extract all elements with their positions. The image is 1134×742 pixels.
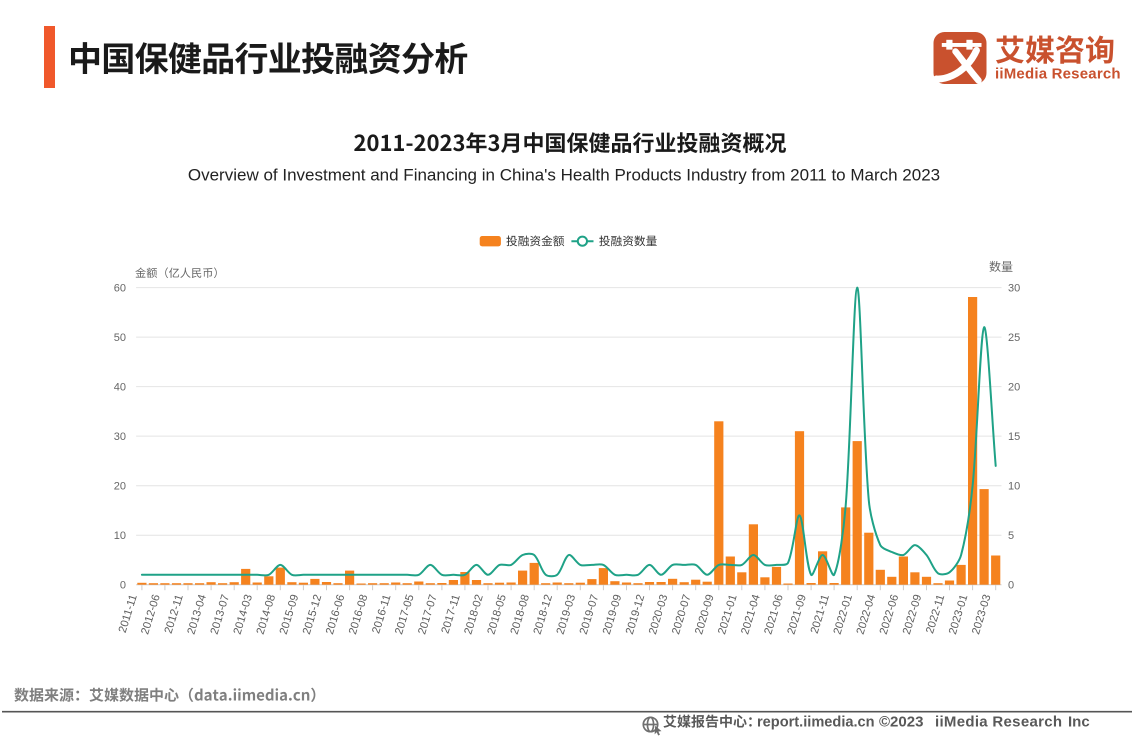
- svg-text:report.iimedia.cn: report.iimedia.cn: [757, 715, 875, 731]
- svg-text:20: 20: [114, 481, 126, 493]
- svg-text:5: 5: [1008, 530, 1014, 542]
- svg-text:10: 10: [1008, 481, 1020, 493]
- svg-text:20: 20: [1008, 382, 1020, 394]
- svg-text:©2023: ©2023: [879, 714, 923, 731]
- svg-text:0: 0: [120, 580, 126, 592]
- svg-text:Overview of Investment and Fin: Overview of Investment and Financing in …: [188, 166, 940, 185]
- svg-text:iiMedia Research: iiMedia Research: [935, 714, 1062, 731]
- svg-text:0: 0: [1008, 580, 1014, 592]
- svg-text:10: 10: [114, 530, 126, 542]
- svg-text:iiMedia Research: iiMedia Research: [995, 66, 1121, 83]
- svg-text:30: 30: [1008, 283, 1020, 295]
- svg-text:Inc: Inc: [1068, 714, 1090, 731]
- svg-text:50: 50: [114, 332, 126, 344]
- svg-text:60: 60: [114, 283, 126, 295]
- svg-text:30: 30: [114, 431, 126, 443]
- svg-text:40: 40: [114, 382, 126, 394]
- svg-text:15: 15: [1008, 431, 1020, 443]
- svg-text:25: 25: [1008, 332, 1020, 344]
